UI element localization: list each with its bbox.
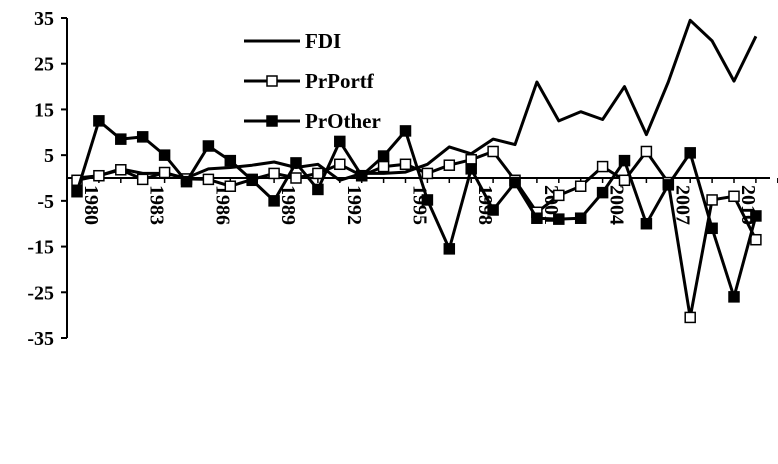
y-tick-label: 25 xyxy=(34,54,54,76)
data-point xyxy=(268,195,280,207)
legend: FDI PrPortf PrOther xyxy=(244,29,381,133)
data-point xyxy=(334,135,346,148)
data-point xyxy=(706,222,718,235)
y-tick-label: -15 xyxy=(27,237,54,259)
data-point xyxy=(136,173,149,186)
series-prother xyxy=(71,115,762,303)
y-tick-label: 5 xyxy=(44,145,54,167)
data-point xyxy=(158,166,171,179)
data-point xyxy=(377,160,390,173)
data-point xyxy=(487,204,499,216)
data-point xyxy=(574,212,587,224)
series-layer xyxy=(71,18,762,324)
data-point xyxy=(487,145,499,158)
data-point xyxy=(421,194,434,206)
data-point xyxy=(399,125,412,137)
data-point xyxy=(706,194,718,206)
data-point xyxy=(334,158,346,171)
legend-swatch-marker xyxy=(266,115,278,127)
data-point xyxy=(618,174,631,187)
series-line-fdi xyxy=(76,18,758,182)
data-point xyxy=(180,175,193,188)
data-point xyxy=(136,131,149,143)
x-tick-label: 1980 xyxy=(80,185,102,225)
y-tick-label: -25 xyxy=(27,282,54,304)
data-point xyxy=(115,133,127,145)
x-tick-label: 2007 xyxy=(671,185,693,225)
legend-label: PrPortf xyxy=(305,69,375,93)
data-point xyxy=(443,159,456,171)
data-point xyxy=(71,185,83,198)
legend-swatch-marker xyxy=(266,75,278,87)
data-point xyxy=(531,212,543,224)
data-point xyxy=(268,167,280,180)
data-point xyxy=(202,140,215,152)
data-point xyxy=(246,174,258,187)
series-line-prportf xyxy=(76,150,758,319)
data-point xyxy=(312,183,324,196)
x-tick-label: 2004 xyxy=(606,185,628,225)
data-point xyxy=(355,169,368,182)
data-point xyxy=(290,157,302,169)
data-point xyxy=(640,145,653,158)
data-point xyxy=(465,163,477,175)
data-point xyxy=(662,179,675,191)
data-point xyxy=(224,154,237,167)
data-point xyxy=(312,167,324,180)
series-prportf xyxy=(71,145,762,324)
data-point xyxy=(290,172,302,184)
y-tick-label: -5 xyxy=(37,191,54,213)
data-point xyxy=(399,158,412,171)
data-point xyxy=(443,243,456,255)
y-axis: -35 -25 -15 -5 5 15 25 35 xyxy=(27,8,68,350)
x-tick-label: 1986 xyxy=(211,185,233,225)
x-tick-label: 1983 xyxy=(146,185,168,225)
data-point xyxy=(640,217,653,230)
data-point xyxy=(728,190,740,203)
data-point xyxy=(596,186,609,199)
data-point xyxy=(750,233,762,246)
series-fdi xyxy=(76,18,758,182)
data-point xyxy=(618,154,631,167)
data-point xyxy=(93,169,105,182)
x-tick-label: 1989 xyxy=(277,185,299,225)
y-tick-label: 15 xyxy=(34,99,54,121)
x-tick-label: 1992 xyxy=(343,185,365,225)
data-point xyxy=(596,160,609,173)
data-point xyxy=(377,150,390,162)
y-tick-label: -35 xyxy=(27,328,54,350)
series-line-prother xyxy=(75,119,758,299)
data-point xyxy=(728,291,740,303)
data-point xyxy=(684,147,696,159)
data-point xyxy=(684,311,696,324)
data-point xyxy=(158,149,171,161)
y-tick-label: 35 xyxy=(34,8,54,30)
data-point xyxy=(553,189,565,202)
data-point xyxy=(574,180,587,192)
data-point xyxy=(750,210,762,222)
data-point xyxy=(553,213,565,225)
legend-label: PrOther xyxy=(305,109,381,133)
data-point xyxy=(224,180,237,192)
legend-label: FDI xyxy=(305,29,341,53)
data-point xyxy=(509,176,521,189)
data-point xyxy=(93,115,105,127)
data-point xyxy=(115,164,127,176)
data-point xyxy=(202,173,215,186)
data-point xyxy=(421,167,434,180)
